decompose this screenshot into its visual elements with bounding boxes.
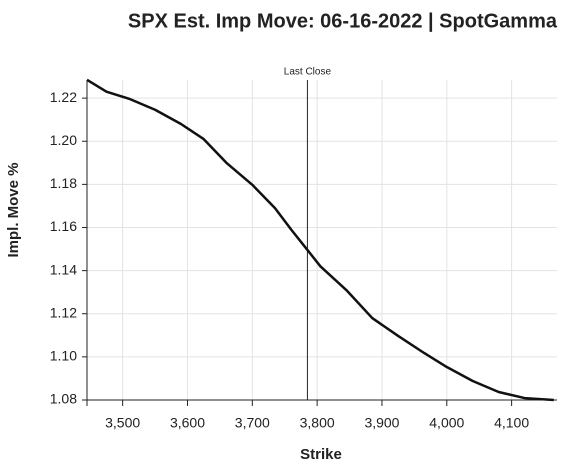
annotation: Last Close xyxy=(284,67,332,78)
y-tick-label: 1.16 xyxy=(50,218,77,234)
y-tick-label: 1.12 xyxy=(50,304,77,320)
y-axis-label: Impl. Move % xyxy=(5,162,22,257)
y-tick-label: 1.10 xyxy=(50,348,77,364)
x-tick-label: 4,100 xyxy=(494,415,529,431)
x-tick-label: 3,900 xyxy=(364,415,399,431)
y-tick-label: 1.18 xyxy=(50,175,77,191)
x-axis-label: Strike xyxy=(300,446,342,463)
y-tick-label: 1.22 xyxy=(50,89,77,105)
chart-title: SPX Est. Imp Move: 06-16-2022 | SpotGamm… xyxy=(128,10,558,32)
line-series xyxy=(86,78,554,402)
x-tick-label: 4,000 xyxy=(429,415,464,431)
x-tick-label: 3,700 xyxy=(235,415,270,431)
y-tick-label: 1.14 xyxy=(50,261,77,277)
x-tick-label: 3,800 xyxy=(300,415,335,431)
y-tick-label: 1.20 xyxy=(50,132,77,148)
x-tick-label: 3,500 xyxy=(105,415,140,431)
y-tick-label: 1.08 xyxy=(50,391,77,407)
x-tick-label: 3,600 xyxy=(170,415,205,431)
